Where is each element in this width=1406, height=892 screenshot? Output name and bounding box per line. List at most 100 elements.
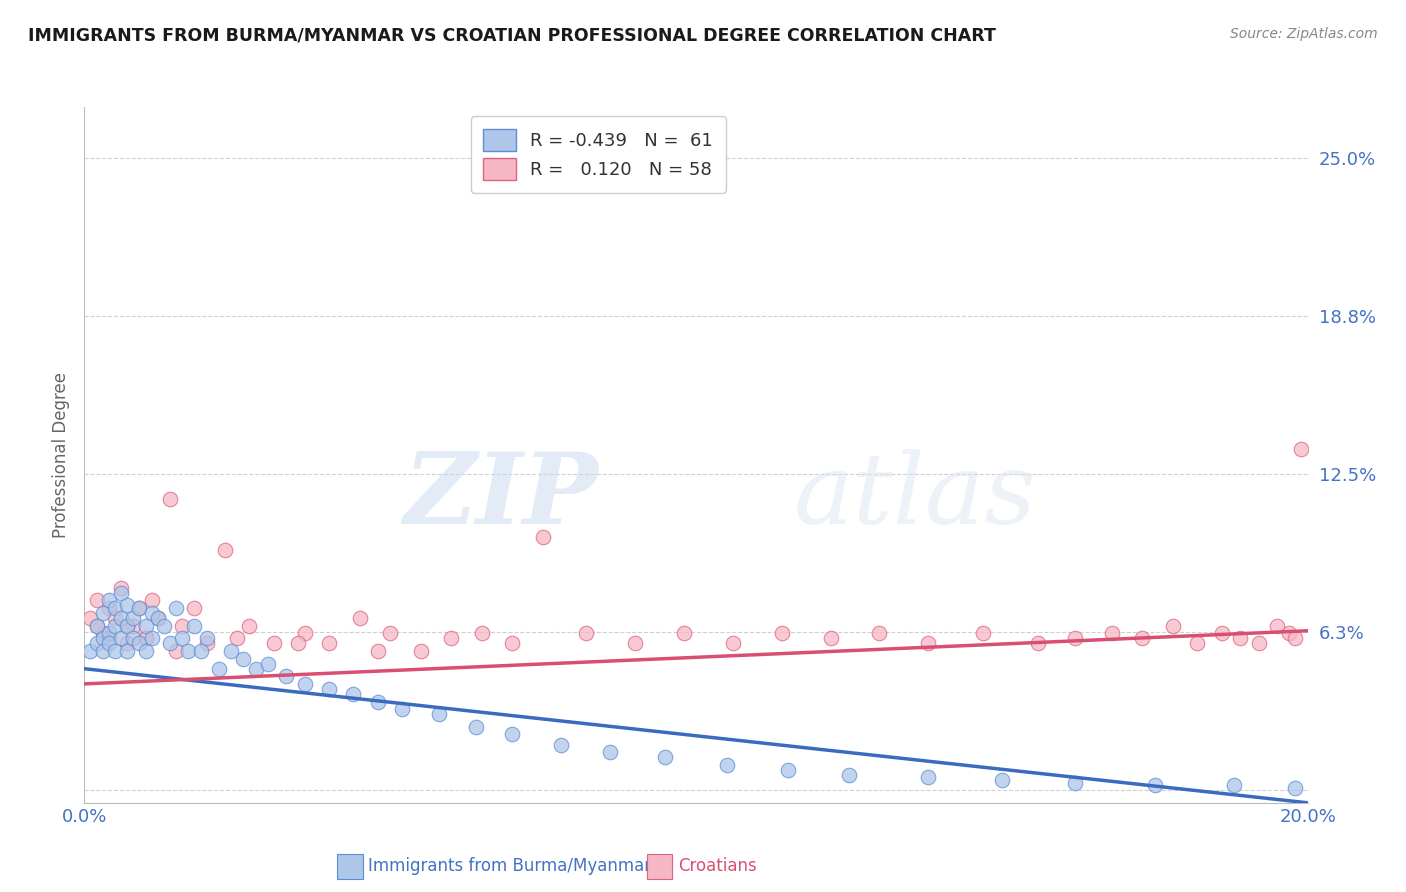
Point — [1132, 632, 1154, 646]
Point — [135, 618, 157, 632]
Point — [654, 750, 676, 764]
Point — [110, 586, 132, 600]
Point — [115, 636, 138, 650]
Point — [869, 626, 891, 640]
Point — [86, 593, 108, 607]
Point — [380, 626, 402, 640]
Point — [502, 727, 524, 741]
Point — [1064, 775, 1087, 789]
Point — [97, 626, 120, 640]
Point — [409, 644, 432, 658]
Point — [502, 636, 524, 650]
Point — [86, 618, 108, 632]
Point — [349, 611, 371, 625]
Point — [135, 632, 157, 646]
Point — [917, 636, 939, 650]
Point — [208, 662, 231, 676]
Point — [86, 636, 108, 650]
Point — [122, 632, 145, 646]
Point — [115, 644, 138, 658]
Point — [342, 687, 364, 701]
Point — [97, 636, 120, 650]
Point — [1278, 626, 1301, 640]
Y-axis label: Professional Degree: Professional Degree — [52, 372, 70, 538]
Point — [183, 601, 205, 615]
Point — [104, 601, 127, 615]
Point — [238, 618, 260, 632]
Point — [122, 611, 145, 625]
Point — [141, 593, 163, 607]
Point — [1247, 636, 1270, 650]
Point — [245, 662, 267, 676]
Point — [972, 626, 994, 640]
Point — [135, 644, 157, 658]
Point — [214, 542, 236, 557]
Point — [146, 611, 169, 625]
Point — [672, 626, 695, 640]
Point — [128, 601, 150, 615]
Point — [165, 644, 187, 658]
Point — [115, 599, 138, 613]
Text: ZIP: ZIP — [404, 449, 598, 545]
Point — [257, 657, 280, 671]
Text: IMMIGRANTS FROM BURMA/MYANMAR VS CROATIAN PROFESSIONAL DEGREE CORRELATION CHART: IMMIGRANTS FROM BURMA/MYANMAR VS CROATIA… — [28, 27, 995, 45]
Point — [294, 677, 316, 691]
Point — [318, 681, 340, 696]
Point — [91, 626, 114, 640]
Point — [172, 632, 194, 646]
Point — [135, 632, 157, 646]
Point — [219, 644, 242, 658]
Point — [195, 636, 218, 650]
Text: Immigrants from Burma/Myanmar: Immigrants from Burma/Myanmar — [368, 857, 651, 875]
Point — [86, 618, 108, 632]
Point — [427, 707, 450, 722]
Point — [115, 618, 138, 632]
Point — [263, 636, 285, 650]
Point — [172, 618, 194, 632]
Point — [141, 632, 163, 646]
Point — [1223, 778, 1246, 792]
Point — [110, 632, 132, 646]
Point — [624, 636, 647, 650]
Point — [226, 632, 249, 646]
Point — [991, 772, 1014, 787]
Point — [1187, 636, 1209, 650]
Point — [287, 636, 309, 650]
Point — [110, 581, 132, 595]
Point — [820, 632, 842, 646]
Point — [91, 632, 114, 646]
Point — [79, 611, 101, 625]
Point — [1064, 632, 1087, 646]
Point — [391, 702, 413, 716]
Point — [141, 606, 163, 620]
Point — [1143, 778, 1166, 792]
Point — [165, 601, 187, 615]
Point — [294, 626, 316, 640]
Point — [195, 632, 218, 646]
Point — [128, 601, 150, 615]
Point — [599, 745, 621, 759]
Point — [91, 606, 114, 620]
Point — [440, 632, 463, 646]
Point — [1265, 618, 1288, 632]
Point — [770, 626, 793, 640]
Point — [79, 644, 101, 658]
Point — [110, 611, 132, 625]
Text: Croatians: Croatians — [678, 857, 756, 875]
Text: atlas: atlas — [794, 449, 1036, 544]
Point — [464, 720, 486, 734]
Point — [183, 618, 205, 632]
Point — [550, 738, 572, 752]
Point — [232, 651, 254, 665]
Point — [115, 618, 138, 632]
Point — [91, 644, 114, 658]
Point — [1028, 636, 1050, 650]
Point — [190, 644, 212, 658]
Point — [97, 601, 120, 615]
Point — [104, 618, 127, 632]
Point — [776, 763, 799, 777]
Point — [1291, 442, 1313, 456]
Point — [716, 757, 738, 772]
Point — [917, 771, 939, 785]
Point — [367, 644, 389, 658]
